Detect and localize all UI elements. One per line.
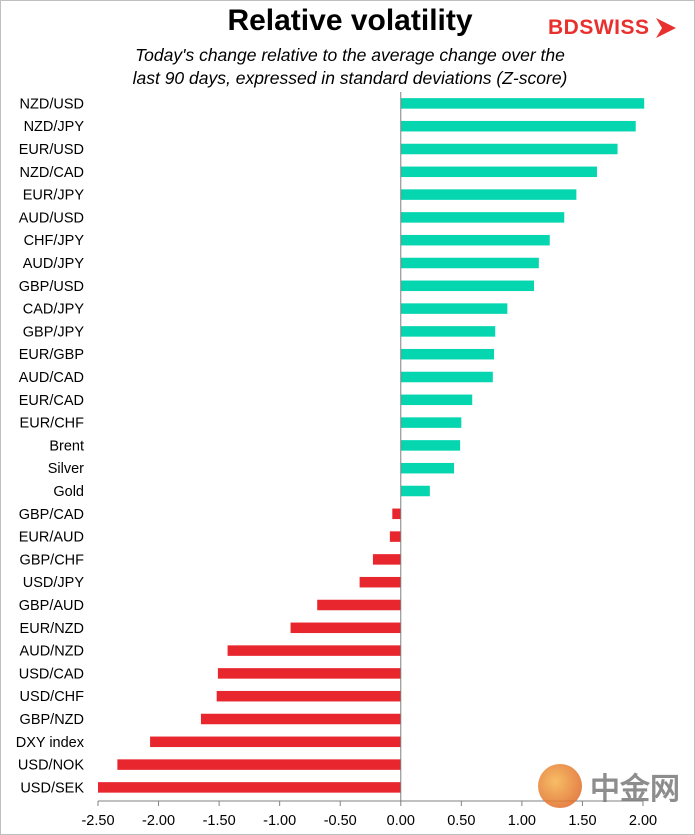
bar-dxy-index (150, 736, 401, 748)
bar-gbp-jpy (400, 326, 496, 337)
bar-brent (400, 440, 461, 451)
x-tick-label: 0.50 (447, 813, 475, 829)
subtitle-line-2: last 90 days, expressed in standard devi… (132, 68, 568, 88)
category-label: AUD/CAD (19, 370, 84, 386)
bar-gbp-nzd (200, 713, 401, 725)
bar-eur-jpy (400, 189, 577, 200)
bar-gbp-usd (400, 280, 534, 292)
bar-usd-sek (98, 782, 401, 793)
category-labels-group: NZD/USD NZD/JPY EUR/USD NZD/CAD EUR/JPY AUD/U… (16, 96, 85, 796)
bar-usd-nok (117, 759, 401, 770)
bar-aud-jpy (400, 257, 539, 269)
watermark-text: 中金网 (590, 773, 680, 806)
watermark-logo-icon (538, 764, 582, 808)
x-tick-label: 1.00 (508, 813, 536, 829)
bar-gbp-aud (317, 599, 401, 611)
category-label: EUR/JPY (23, 188, 85, 204)
category-label: Gold (53, 484, 84, 500)
category-label: CHF/JPY (24, 233, 85, 249)
bar-nzd-jpy (400, 120, 636, 132)
bar-nzd-usd (400, 98, 645, 109)
bar-chf-jpy (400, 234, 550, 246)
category-label: EUR/GBP (19, 347, 84, 363)
bars-group (98, 98, 645, 793)
x-axis-group: -2.50 -2.00 -1.50 -1.00 -0.50 0.00 0.50 1.00 1.5… (81, 92, 657, 829)
category-label: GBP/NZD (20, 712, 84, 728)
bar-usd-jpy (359, 576, 401, 588)
bar-eur-gbp (400, 348, 495, 360)
category-label: GBP/JPY (23, 324, 85, 340)
category-label: GBP/AUD (19, 598, 84, 614)
bar-eur-aud (389, 531, 401, 542)
bar-usd-cad (217, 668, 401, 679)
chart-subtitle: Today's change relative to the average c… (60, 44, 640, 90)
category-label: EUR/CAD (19, 393, 84, 409)
category-label: USD/CHF (20, 689, 85, 705)
bar-eur-nzd (290, 622, 401, 634)
x-tick-label: -1.50 (203, 813, 236, 829)
x-tick-label: -2.50 (81, 813, 114, 829)
watermark: 中金网 (538, 764, 680, 808)
logo-arrow-icon (655, 18, 676, 38)
category-label: EUR/AUD (19, 530, 84, 546)
category-label: AUD/NZD (20, 644, 84, 660)
category-label: GBP/CAD (19, 507, 84, 523)
bar-gbp-chf (372, 554, 401, 565)
bar-cad-jpy (400, 303, 508, 314)
category-label: GBP/USD (19, 279, 84, 295)
category-label: Brent (49, 438, 84, 454)
bar-eur-cad (400, 394, 473, 406)
x-tick-label: -0.50 (324, 813, 357, 829)
x-tick-label: 2.00 (629, 813, 657, 829)
bar-eur-chf (400, 417, 462, 428)
category-label: USD/CAD (19, 666, 84, 682)
category-label: GBP/CHF (20, 552, 85, 568)
category-label: EUR/NZD (20, 621, 84, 637)
bar-aud-nzd (227, 645, 401, 656)
bar-usd-chf (216, 690, 401, 702)
bdswiss-logo: BDSWISS (548, 14, 678, 42)
bar-aud-usd (400, 212, 565, 223)
logo-text: BDSWISS (548, 16, 650, 39)
bar-gbp-cad (392, 508, 401, 520)
subtitle-line-1: Today's change relative to the average c… (135, 45, 565, 65)
category-label: NZD/CAD (20, 165, 84, 181)
chart-title: Relative volatility (227, 4, 473, 37)
bar-eur-usd (400, 143, 618, 155)
x-tick-label: 1.50 (568, 813, 596, 829)
x-tick-label: 0.00 (387, 813, 415, 829)
category-label: AUD/JPY (23, 256, 85, 272)
category-label: Silver (48, 461, 84, 477)
bar-silver (400, 462, 455, 474)
category-label: USD/SEK (20, 780, 84, 796)
bar-gold (400, 485, 430, 497)
bar-nzd-cad (400, 166, 597, 178)
category-label: EUR/CHF (20, 416, 85, 432)
x-tick-label: -1.00 (263, 813, 296, 829)
category-label: CAD/JPY (23, 302, 85, 318)
bar-aud-cad (400, 371, 493, 383)
x-tick-label: -2.00 (142, 813, 175, 829)
category-label: EUR/USD (19, 142, 84, 158)
category-label: USD/NOK (18, 758, 84, 774)
category-label: AUD/USD (19, 210, 84, 226)
category-label: DXY index (16, 735, 85, 751)
category-label: NZD/JPY (24, 119, 85, 135)
category-label: NZD/USD (20, 96, 84, 112)
category-label: USD/JPY (23, 575, 85, 591)
